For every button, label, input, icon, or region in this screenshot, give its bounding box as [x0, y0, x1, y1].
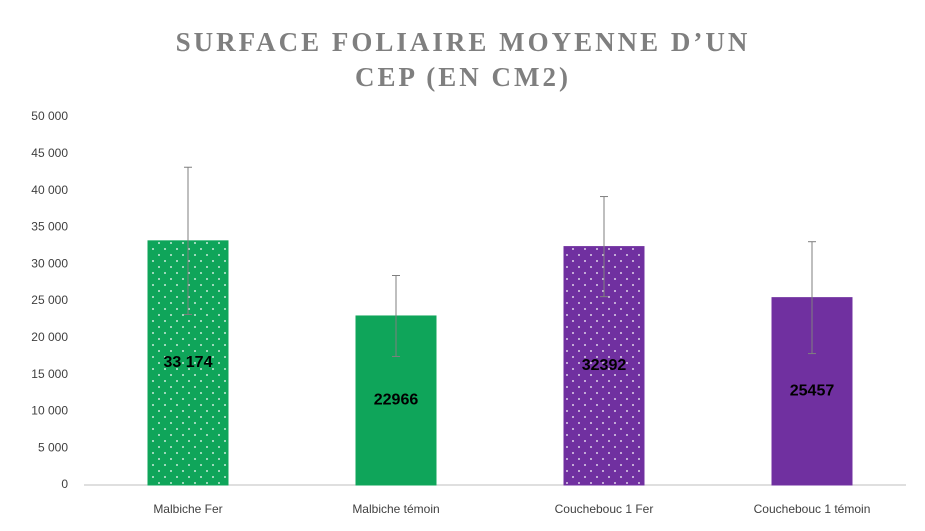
- x-tick-label: Malbiche témoin: [352, 502, 439, 516]
- x-tick-label: Couchebouc 1 témoin: [754, 502, 871, 516]
- error-bar: [600, 196, 608, 298]
- chart-title: SURFACE FOLIAIRE MOYENNE D’UN: [176, 27, 751, 57]
- y-tick-label: 35 000: [31, 220, 68, 234]
- error-bar: [184, 166, 192, 315]
- error-bar: [392, 274, 400, 357]
- y-tick-label: 5 000: [38, 440, 68, 454]
- y-tick-label: 10 000: [31, 404, 68, 418]
- y-tick-label: 30 000: [31, 256, 68, 270]
- y-tick-label: 15 000: [31, 367, 68, 381]
- error-bar: [808, 241, 816, 355]
- data-label: 22966: [374, 392, 419, 409]
- data-label: 32392: [582, 357, 627, 374]
- y-tick-label: 50 000: [31, 109, 68, 123]
- data-label: 33 174: [164, 354, 213, 371]
- chart-title: CEP (EN CM2): [355, 62, 571, 92]
- y-tick-label: 25 000: [31, 293, 68, 307]
- y-tick-label: 0: [61, 477, 68, 491]
- x-tick-label: Couchebouc 1 Fer: [555, 502, 654, 516]
- y-tick-label: 45 000: [31, 146, 68, 160]
- data-label: 25457: [790, 383, 835, 400]
- x-tick-label: Malbiche Fer: [153, 502, 222, 516]
- y-tick-label: 20 000: [31, 330, 68, 344]
- y-tick-label: 40 000: [31, 183, 68, 197]
